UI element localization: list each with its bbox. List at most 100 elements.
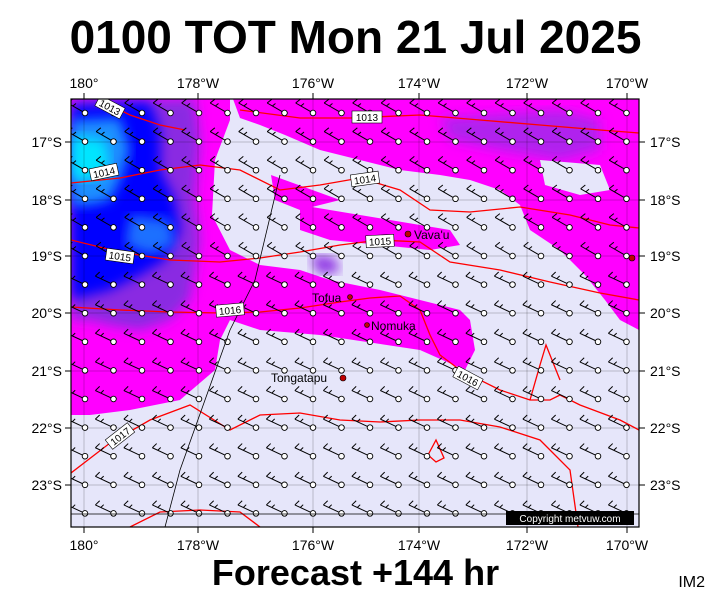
wind-barb [266, 156, 288, 174]
wind-barb [323, 99, 345, 117]
isobar-1015 [71, 239, 639, 301]
lat-label: 21°S [650, 363, 681, 379]
wind-barb [466, 99, 488, 117]
wind-barb [266, 184, 288, 203]
wind-barb [522, 443, 545, 460]
wind-barb [608, 300, 630, 317]
isobar-label: 1014 [92, 166, 116, 181]
wind-barb [579, 443, 602, 460]
wind-barb [494, 213, 516, 231]
wind-barb [152, 127, 174, 145]
wind-barb [266, 328, 288, 346]
wind-barb [266, 127, 288, 145]
wind-barb [266, 213, 288, 231]
wind-barb [294, 414, 317, 431]
wind-barb [437, 127, 459, 145]
wind-barb [124, 99, 146, 117]
wind-barb [580, 99, 602, 117]
wind-barb [181, 156, 203, 174]
wind-barb [551, 328, 573, 346]
wind-barb [237, 471, 260, 489]
wind-barb [380, 271, 402, 288]
forecast-label: Forecast +144 hr [211, 552, 500, 593]
lat-label: 19°S [650, 248, 681, 264]
wind-barb [522, 328, 545, 346]
wind-barb [238, 184, 260, 203]
map-panel: Vava'u Tofua Nomuka Tongatapu 1013 1013 … [71, 99, 639, 527]
wind-barb [380, 500, 402, 517]
map-title: 0100 TOT Mon 21 Jul 2025 [69, 11, 642, 63]
wind-barb [351, 500, 374, 517]
wind-barb [323, 357, 345, 374]
wind-barb [551, 386, 573, 403]
wind-barb [294, 386, 317, 403]
wind-barb [294, 443, 317, 460]
wind-barb [608, 271, 630, 288]
wind-barb [238, 127, 260, 145]
wind-barb [579, 271, 602, 288]
wind-barb [351, 414, 374, 431]
wind-barb [608, 184, 630, 203]
wind-barb [152, 241, 174, 260]
wind-barb [123, 357, 146, 374]
lat-label: 20°S [650, 305, 681, 321]
wind-barb [266, 300, 288, 317]
wind-barb [465, 357, 488, 374]
wind-barb [351, 328, 374, 346]
wind-barb [152, 184, 174, 203]
wind-barb [579, 471, 602, 489]
wind-barb [238, 213, 260, 231]
lon-label-bottom: 178°W [177, 537, 220, 553]
wind-barb [380, 184, 402, 203]
place-label-nomuka: Nomuka [371, 319, 416, 333]
isobar-1017b [427, 438, 445, 463]
wind-barb [209, 156, 231, 174]
wind-barb [95, 357, 117, 374]
wind-barb [295, 241, 317, 260]
lat-label: 17°S [31, 134, 62, 150]
wind-barb [380, 127, 402, 145]
wind-barb [181, 184, 203, 203]
wind-barb [437, 471, 459, 489]
wind-barb [466, 241, 488, 260]
lon-label: 172°W [506, 75, 549, 91]
wind-barbs [71, 99, 630, 517]
isobar-1016b [529, 343, 561, 401]
wind-barb [294, 300, 317, 317]
wind-barb [380, 357, 402, 374]
wind-barb [71, 127, 89, 145]
isobar-label: 1014 [353, 173, 377, 187]
wind-barb [209, 386, 231, 403]
wind-barb [152, 99, 174, 117]
island-markers [339, 230, 636, 382]
wind-barb [380, 156, 402, 174]
wind-barb [152, 328, 174, 346]
wind-barb [323, 414, 345, 431]
lon-label: 178°W [177, 75, 220, 91]
wind-barb [123, 500, 146, 517]
wind-barb [124, 127, 146, 145]
lon-label-bottom: 170°W [606, 537, 649, 553]
wind-barb [380, 300, 402, 317]
wind-barb [352, 184, 374, 203]
wind-barb [608, 156, 630, 174]
lon-label-bottom: 172°W [506, 537, 549, 553]
wind-barb [579, 414, 602, 431]
wind-barb [323, 386, 345, 403]
wind-barb [352, 241, 374, 260]
wind-barb [409, 241, 431, 260]
wind-barb [123, 443, 146, 460]
wind-barb [238, 99, 260, 117]
wind-barb [380, 386, 402, 403]
wind-barb [465, 271, 488, 288]
wind-barb [494, 127, 516, 145]
isobar-label: 1013 [356, 113, 379, 124]
wind-barb [209, 414, 231, 431]
wind-barb [409, 184, 431, 203]
wind-barb [580, 213, 602, 231]
lat-label: 22°S [650, 420, 681, 436]
wind-barb [71, 184, 89, 203]
wind-barb [152, 443, 174, 460]
wind-barb [466, 127, 488, 145]
